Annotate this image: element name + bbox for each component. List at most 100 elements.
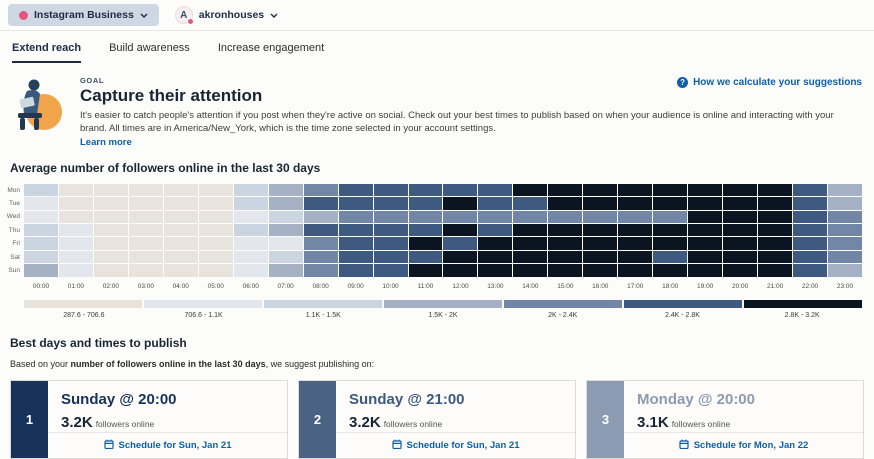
heatmap-cell (443, 224, 478, 237)
heatmap-cell (478, 250, 513, 264)
goal-section: GOAL Capture their attention It's easier… (0, 63, 874, 151)
heatmap-hour-label: 22:00 (801, 282, 819, 290)
learn-more-link[interactable]: Learn more (80, 136, 132, 148)
heatmap-cell (548, 237, 583, 250)
heatmap-cell (618, 210, 653, 224)
heatmap-cell (58, 197, 93, 210)
heatmap-cell (583, 237, 618, 250)
followers-online-heatmap: Mon Tue Wed Thu Fri Sat Sun 00:00 01:00 02:00 03:… (0, 183, 874, 290)
heatmap-cell (93, 250, 128, 264)
heatmap-cell (758, 237, 793, 250)
heatmap-cell (338, 237, 373, 250)
legend-range-label: 706.6 - 1.1K (184, 311, 223, 319)
tab-extend-reach[interactable]: Extend reach (12, 42, 82, 63)
heatmap-cell (443, 250, 478, 264)
heatmap-cell (268, 237, 303, 250)
heatmap-cell (583, 183, 618, 197)
heatmap-day-label: Wed (6, 213, 20, 221)
heatmap-cell (24, 210, 58, 224)
heatmap-row-cells (24, 197, 862, 210)
heatmap-cell (128, 183, 163, 197)
heatmap-cell (303, 250, 338, 264)
heatmap-cell (163, 197, 198, 210)
legend-range-label: 1.1K - 1.5K (305, 311, 341, 319)
network-selector[interactable]: Instagram Business (8, 4, 159, 26)
heatmap-hour-label: 09:00 (347, 282, 364, 290)
heatmap-cell (758, 183, 793, 197)
heatmap-hour-label: 01:00 (67, 282, 85, 290)
heatmap-cell (93, 197, 128, 210)
heatmap-cell (653, 224, 688, 237)
schedule-button-label: Schedule for Sun, Jan 21 (118, 439, 232, 451)
heatmap-cell (373, 183, 408, 197)
heatmap-cell (408, 237, 443, 250)
heatmap-hour-label: 06:00 (242, 282, 259, 290)
goal-description: It's easier to catch people's attention … (80, 109, 858, 149)
goal-eyebrow: GOAL (80, 76, 105, 85)
heatmap-cell (163, 250, 198, 264)
heatmap-cell (93, 210, 128, 224)
heatmap-cell (338, 210, 373, 224)
calendar-icon (391, 439, 402, 452)
schedule-button[interactable]: Schedule for Mon, Jan 22 (624, 431, 863, 458)
heatmap-cell (408, 264, 443, 277)
card-main: Sunday @ 20:00 3.2K followers online Schedu… (48, 381, 287, 458)
heatmap-hour-label: 15:00 (557, 282, 574, 290)
legend-swatch (744, 299, 862, 308)
heatmap-cell (618, 183, 653, 197)
heatmap-cell (268, 183, 303, 197)
heatmap-cell (408, 224, 443, 237)
heatmap-cell (58, 210, 93, 224)
heatmap-cell (548, 250, 583, 264)
account-selector[interactable]: A akronhouses (174, 6, 278, 25)
heatmap-cell (408, 250, 443, 264)
heatmap-cell (513, 237, 548, 250)
heatmap-cell (268, 210, 303, 224)
heatmap-cell (233, 197, 268, 210)
goal-title: Capture their attention (80, 86, 263, 105)
heatmap-legend-bar (24, 299, 862, 308)
followers-count-suffix: followers online (383, 418, 443, 429)
heatmap-cell (268, 264, 303, 277)
schedule-button[interactable]: Schedule for Sun, Jan 21 (48, 431, 287, 458)
heatmap-row-cells (24, 210, 862, 224)
heatmap-hour-labels: 00:00 01:00 02:00 03:00 04:00 05:00 06:00 07:00… (24, 283, 862, 290)
heatmap-cell (163, 183, 198, 197)
heatmap-hour-label: 07:00 (277, 282, 294, 290)
heatmap-cell (758, 264, 793, 277)
heatmap-cell (443, 237, 478, 250)
heatmap-cell (58, 224, 93, 237)
heatmap-row: Tue (2, 197, 862, 210)
chevron-down-icon (140, 13, 148, 18)
heatmap-cell (793, 183, 828, 197)
heatmap-day-label: Tue (9, 199, 20, 207)
heatmap-cell (583, 264, 618, 277)
heatmap-cell (128, 250, 163, 264)
heatmap-cell (688, 264, 723, 277)
heatmap-cell (548, 197, 583, 210)
heatmap-cell (723, 183, 758, 197)
heatmap-cell (793, 224, 828, 237)
heatmap-cell (233, 183, 268, 197)
heatmap-cell (303, 224, 338, 237)
tab-increase-engagement[interactable]: Increase engagement (217, 42, 325, 54)
heatmap-cell (723, 250, 758, 264)
heatmap-hour-label: 11:00 (417, 282, 434, 290)
heatmap-day-label: Sat (10, 253, 20, 261)
heatmap-hour-label: 05:00 (207, 282, 224, 290)
heatmap-cell (128, 224, 163, 237)
heatmap-cell (163, 264, 198, 277)
heatmap-row-cells (24, 264, 862, 277)
heatmap-row: Mon (2, 183, 862, 197)
heatmap-cell (828, 237, 862, 250)
heatmap-cell (583, 197, 618, 210)
tab-build-awareness[interactable]: Build awareness (109, 42, 190, 54)
goal-illustration (14, 76, 66, 149)
heatmap-cell (793, 264, 828, 277)
heatmap-cell (618, 197, 653, 210)
schedule-button[interactable]: Schedule for Sun, Jan 21 (336, 431, 575, 458)
heatmap-cell (198, 250, 233, 264)
chevron-down-icon (270, 13, 278, 18)
how-we-calculate-link[interactable]: ? How we calculate your suggestions (677, 77, 862, 88)
heatmap-cell (513, 197, 548, 210)
